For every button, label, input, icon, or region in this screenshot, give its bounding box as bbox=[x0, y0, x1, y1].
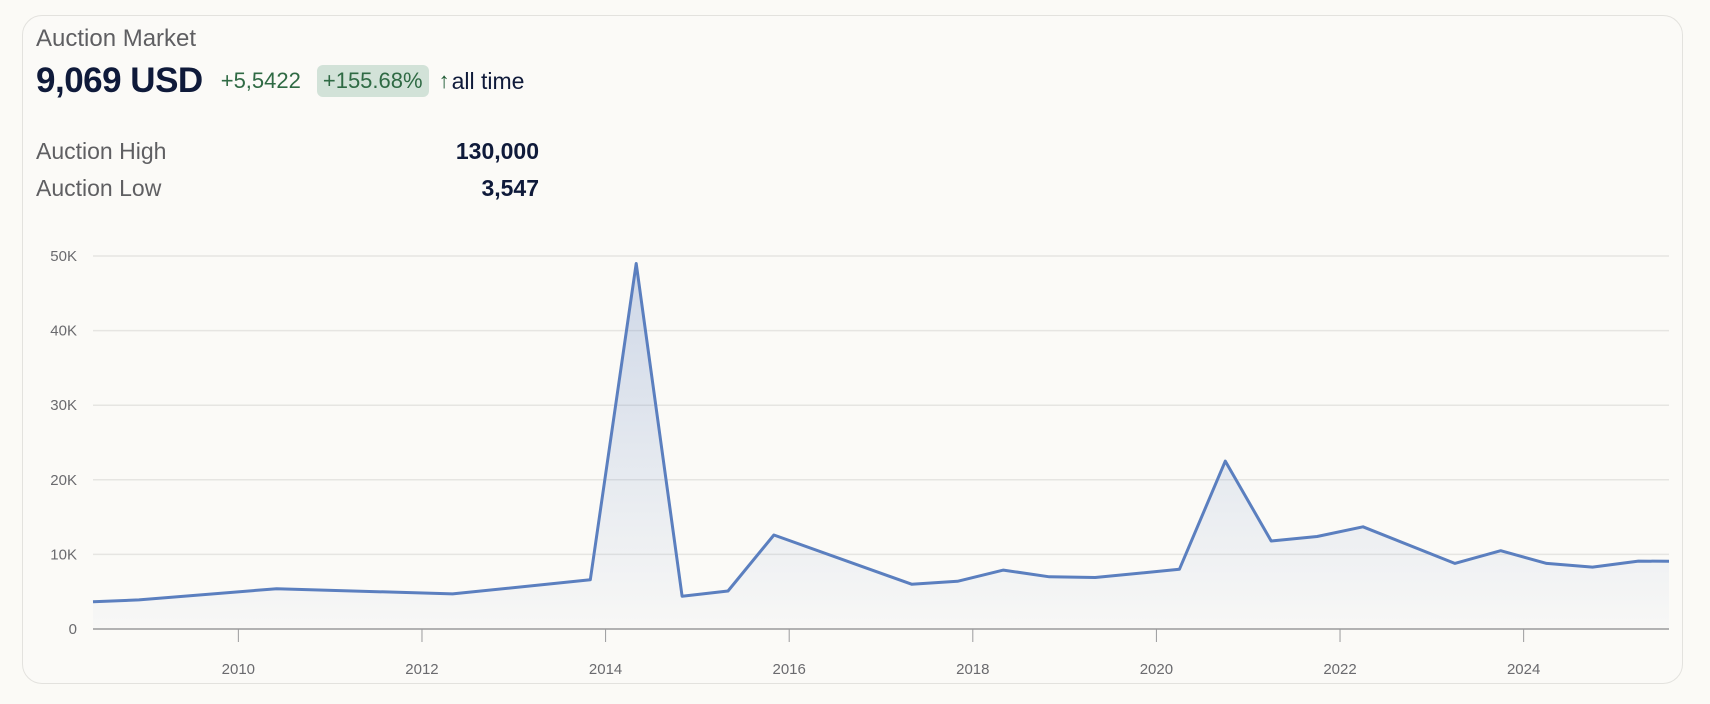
x-tick-label: 2024 bbox=[1507, 661, 1540, 678]
x-tick-label: 2010 bbox=[222, 661, 255, 678]
price-change-percent-badge: +155.68% bbox=[316, 65, 429, 97]
x-tick-label: 2022 bbox=[1323, 661, 1356, 678]
card-title: Auction Market bbox=[36, 25, 197, 52]
stat-auction-high: Auction High 130,000 bbox=[36, 138, 539, 165]
x-tick-label: 2014 bbox=[589, 661, 622, 678]
price-row: 9,069 USD +5,5422 +155.68% ↑ all time bbox=[36, 60, 524, 102]
period-label: all time bbox=[451, 67, 525, 94]
x-tick-label: 2020 bbox=[1140, 661, 1173, 678]
stat-value: 130,000 bbox=[455, 138, 539, 164]
current-price: 9,069 USD bbox=[36, 61, 203, 100]
y-tick-label: 20K bbox=[50, 472, 77, 489]
x-tick-label: 2016 bbox=[773, 661, 806, 678]
y-tick-label: 30K bbox=[50, 397, 77, 414]
arrow-up-icon: ↑ bbox=[438, 68, 450, 93]
stat-value: 3,547 bbox=[481, 175, 539, 201]
stat-label: Auction Low bbox=[36, 175, 162, 201]
y-tick-label: 10K bbox=[50, 546, 77, 563]
price-change-absolute: +5,5422 bbox=[220, 68, 301, 93]
stat-auction-low: Auction Low 3,547 bbox=[36, 175, 539, 202]
price-line bbox=[92, 262, 1670, 604]
x-tick-label: 2018 bbox=[956, 661, 989, 678]
stat-label: Auction High bbox=[36, 138, 167, 164]
x-tick-label: 2012 bbox=[405, 661, 438, 678]
y-tick-label: 40K bbox=[50, 323, 77, 340]
y-tick-label: 0 bbox=[69, 621, 77, 638]
area-fill bbox=[93, 263, 1669, 629]
y-tick-label: 50K bbox=[50, 248, 77, 265]
